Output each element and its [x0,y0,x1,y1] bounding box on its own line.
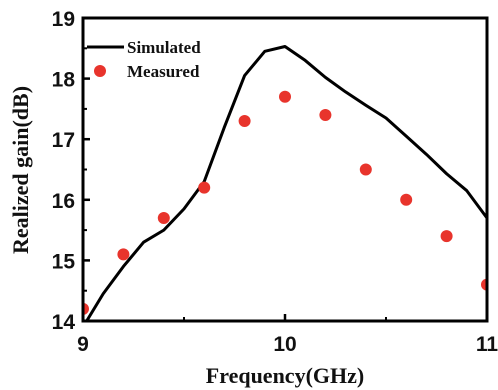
x-tick-label: 10 [273,333,296,356]
measured-point [117,248,130,261]
y-tick-label: 17 [52,129,75,152]
x-axis-title: Frequency(GHz) [206,363,364,388]
measured-point [198,181,211,194]
x-tick-label: 9 [77,333,89,356]
legend: Simulated Measured [87,38,201,81]
series-simulated-line [84,44,487,321]
measured-point [400,193,413,206]
y-tick-label: 19 [52,8,75,31]
series-layer [83,44,487,321]
y-tick-label: 15 [52,250,76,273]
ticks-layer: 9 10 11 14 15 16 17 18 19 [52,8,498,356]
measured-point [238,115,251,128]
y-axis-title: Realized gain(dB) [8,86,33,254]
y-tick-label: 16 [52,190,75,213]
legend-measured-marker [94,65,106,77]
measured-point [319,108,332,121]
measured-point [359,163,372,176]
measured-point [157,211,170,224]
legend-measured-label: Measured [127,62,200,81]
x-tick-label: 11 [476,333,498,356]
y-tick-label: 18 [52,69,76,92]
legend-simulated-label: Simulated [127,38,201,57]
measured-point [279,90,291,103]
y-tick-label: 14 [52,311,76,334]
measured-point [440,230,453,243]
